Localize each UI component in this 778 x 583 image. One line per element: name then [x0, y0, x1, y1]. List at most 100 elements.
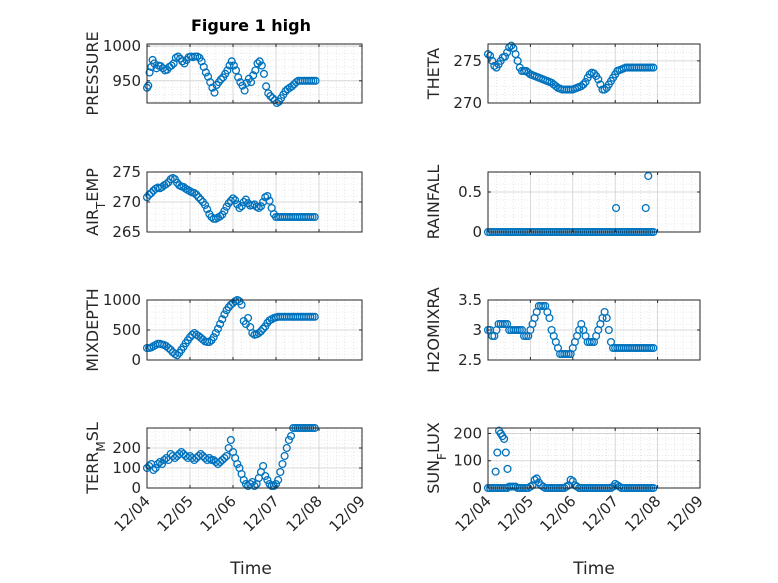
data-point [589, 69, 599, 78]
data-point [234, 73, 243, 82]
subplot-bottom-right: 0 100 200 12/04 12/05 12/06 12/07 12/08 12/09 SUN… [424, 422, 707, 535]
y-axis-label: TERRMSL [83, 422, 108, 495]
data-point [239, 197, 248, 207]
data-point [282, 443, 291, 453]
y-tick-label: 100 [453, 452, 482, 470]
y-tick-label: 1000 [103, 37, 141, 55]
data-point [255, 57, 264, 66]
data-point [503, 464, 512, 473]
y-axis-label: SUNFLUX [424, 422, 449, 494]
data-point [216, 75, 226, 84]
y-axis-label: THETA [424, 48, 443, 100]
data-point [216, 457, 225, 467]
data-point [503, 48, 512, 57]
data-point [280, 451, 289, 461]
data-point [602, 313, 611, 323]
data-point [156, 62, 165, 71]
x-tick-label: 12/05 [494, 492, 537, 535]
data-point [253, 59, 262, 68]
data-point [649, 63, 658, 72]
data-point [220, 310, 229, 319]
data-point [196, 449, 205, 459]
data-point [641, 203, 650, 213]
axes-box [487, 171, 701, 233]
data-point [254, 328, 263, 338]
y-tick-label: 1000 [103, 291, 141, 309]
y-tick-label: 270 [112, 193, 141, 211]
data-point [248, 477, 257, 487]
data-point [201, 200, 210, 210]
data-point [581, 77, 590, 86]
data-point [213, 324, 223, 333]
data-point [242, 78, 251, 87]
x-tick-label: 12/04 [452, 492, 495, 535]
data-point [268, 94, 277, 103]
data-point [594, 75, 603, 84]
y-tick-label: 950 [112, 72, 141, 90]
data-point [644, 171, 653, 181]
x-tick-label: 12/07 [579, 492, 622, 535]
data-point [158, 459, 167, 469]
scatter-series [142, 295, 319, 360]
data-point [240, 86, 249, 95]
axes-box [146, 427, 363, 489]
data-point [491, 467, 500, 476]
data-point [201, 68, 210, 77]
data-point [507, 41, 516, 50]
data-point [144, 81, 153, 90]
data-point [532, 474, 541, 483]
data-point [604, 325, 613, 335]
data-point [178, 57, 187, 66]
data-point [266, 92, 275, 101]
data-point [190, 188, 199, 198]
data-point [231, 66, 241, 75]
data-point [226, 196, 235, 205]
y-axis-label: RAINFALL [424, 165, 443, 240]
x-tick-label: 12/09 [326, 492, 369, 535]
y-tick-label: 0 [131, 479, 141, 497]
data-point [224, 199, 233, 208]
data-point [259, 461, 268, 471]
y-tick-label: 0 [472, 479, 482, 497]
y-tick-label: 3 [472, 321, 482, 339]
y-axis-label: MIXDEPTH [83, 288, 102, 371]
data-point [259, 324, 268, 333]
data-point [155, 457, 164, 467]
data-point [170, 453, 180, 463]
axes-background [488, 172, 700, 232]
scatter-series [483, 301, 658, 359]
data-point [205, 453, 214, 463]
data-point [190, 455, 199, 465]
x-tick-label: 12/05 [154, 492, 197, 535]
data-point [209, 333, 218, 342]
scatter-series [142, 173, 319, 223]
y-tick-label: 3.5 [458, 291, 482, 309]
data-point [251, 66, 260, 75]
data-point [227, 57, 236, 66]
data-point [310, 312, 319, 321]
y-tick-label: 275 [112, 163, 141, 181]
data-point [256, 327, 266, 336]
data-point [210, 88, 219, 97]
data-point [263, 475, 272, 485]
y-tick-label: 100 [112, 459, 141, 477]
axes-box [487, 43, 701, 104]
data-point [250, 481, 259, 491]
x-axis-label-left: Time [229, 559, 272, 579]
data-point [256, 202, 266, 211]
data-point [596, 80, 605, 89]
data-point [524, 68, 533, 77]
x-tick-label: 12/09 [664, 492, 707, 535]
data-point [611, 203, 621, 213]
data-point [164, 343, 173, 353]
data-point [167, 61, 176, 70]
data-point [222, 451, 231, 461]
data-point [216, 212, 225, 221]
data-point [287, 82, 296, 91]
y-tick-label: 0.5 [458, 183, 482, 201]
data-point [220, 453, 229, 463]
